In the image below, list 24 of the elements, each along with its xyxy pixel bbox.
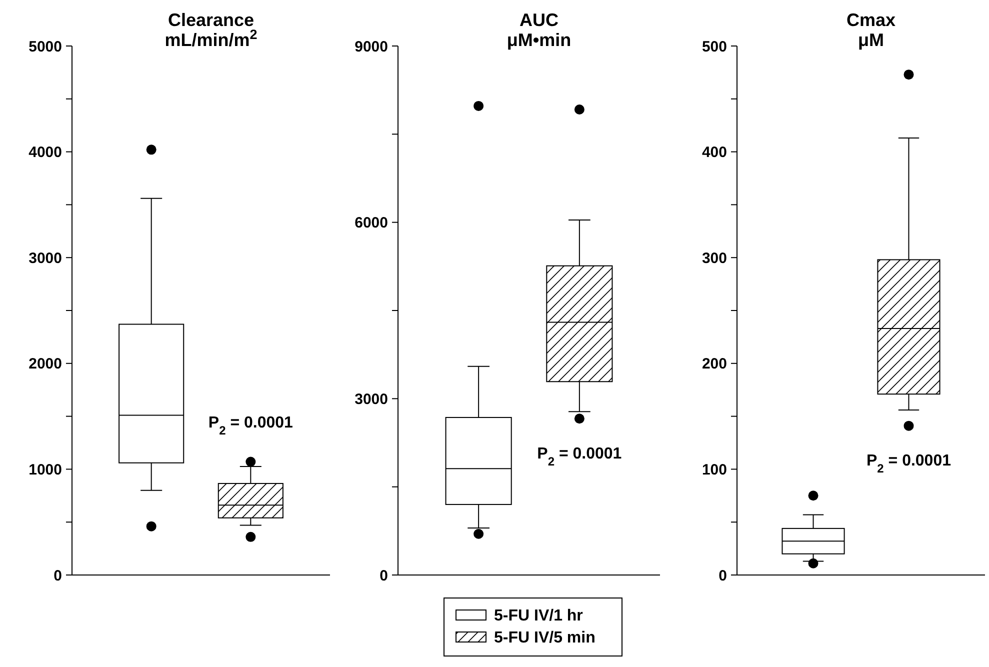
annotation: P$_{2}$ = 0.0001	[537, 445, 622, 468]
chart-title: AUC μM•min	[506, 10, 572, 50]
y-tick-label: 1000	[28, 461, 62, 478]
legend-label: 5-FU IV/5 min	[494, 630, 596, 647]
legend-label: 5-FU IV/1 hr	[494, 608, 583, 625]
chart-title: Clearance mL/min/m$^{2}$	[164, 10, 258, 50]
y-tick-label: 5000	[28, 38, 62, 56]
y-tick-label: 4000	[28, 144, 62, 162]
y-tick-label: 6000	[354, 214, 388, 232]
y-tick-label: 100	[702, 461, 727, 478]
y-tick-label: 200	[702, 356, 727, 373]
y-tick-label: 400	[702, 144, 727, 162]
annotation: P$_{2}$ = 0.0001	[866, 452, 952, 476]
y-tick-label: 0	[54, 567, 62, 584]
annotation: P$_{2}$ = 0.0001	[208, 414, 294, 438]
y-tick-label: 3000	[354, 390, 388, 408]
y-tick-label: 0	[718, 567, 727, 584]
y-tick-label: 9000	[354, 38, 388, 56]
y-tick-label: 0	[380, 567, 388, 584]
y-tick-label: 500	[702, 38, 727, 56]
y-tick-label: 300	[702, 250, 727, 267]
y-tick-label: 2000	[28, 356, 62, 373]
y-tick-label: 3000	[28, 250, 62, 267]
chart-title: Cmax μM	[846, 10, 896, 50]
